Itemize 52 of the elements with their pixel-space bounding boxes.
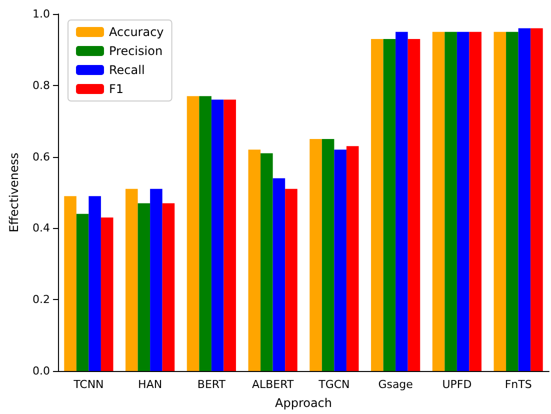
bar — [64, 196, 76, 371]
bar — [408, 38, 420, 371]
bar — [506, 32, 518, 371]
bar — [285, 188, 298, 371]
bar — [199, 96, 212, 371]
x-tick-label: UPFD — [442, 378, 472, 391]
x-axis-title: Approach — [274, 396, 332, 410]
bar — [224, 100, 236, 371]
bar — [186, 96, 200, 371]
bar — [162, 203, 175, 371]
y-axis-title: Effectiveness — [7, 152, 21, 232]
bar — [100, 217, 114, 371]
legend-label: Precision — [109, 44, 163, 58]
bar — [260, 153, 273, 371]
bar — [126, 188, 138, 371]
bar — [469, 32, 482, 371]
x-tick-label: FnTS — [504, 378, 532, 391]
legend-label: F1 — [109, 82, 124, 96]
bar — [310, 138, 322, 371]
x-tick-label: Gsage — [378, 378, 414, 391]
bar — [383, 38, 396, 371]
x-tick-label: ALBERT — [252, 378, 294, 391]
bar — [138, 203, 150, 371]
bar — [371, 38, 384, 371]
bar — [530, 28, 543, 371]
bar — [494, 32, 506, 371]
bar — [211, 100, 224, 371]
x-tick-label: TCNN — [72, 378, 104, 391]
bar — [346, 146, 359, 371]
bar — [88, 196, 101, 371]
x-tick-label: HAN — [138, 378, 162, 391]
y-tick-label: 0.2 — [32, 293, 50, 306]
bar — [76, 214, 89, 371]
y-tick-label: 0.6 — [32, 150, 50, 164]
legend-label: Recall — [109, 63, 145, 77]
y-tick-label: 0.8 — [32, 78, 50, 92]
bar — [444, 32, 457, 371]
bar — [334, 150, 346, 371]
bar — [150, 188, 162, 371]
legend-label: Accuracy — [109, 25, 164, 39]
bar — [396, 32, 408, 371]
bar — [322, 138, 334, 371]
x-tick-label: BERT — [197, 378, 226, 391]
bar — [518, 28, 531, 371]
bar — [456, 32, 470, 371]
y-tick-label: 0.0 — [32, 364, 50, 378]
bar — [248, 150, 261, 371]
bar — [272, 178, 286, 371]
bar — [432, 32, 445, 371]
y-tick-label: 1.0 — [32, 8, 50, 20]
x-tick-label: TGCN — [318, 378, 350, 391]
y-tick-label: 0.4 — [32, 222, 50, 235]
